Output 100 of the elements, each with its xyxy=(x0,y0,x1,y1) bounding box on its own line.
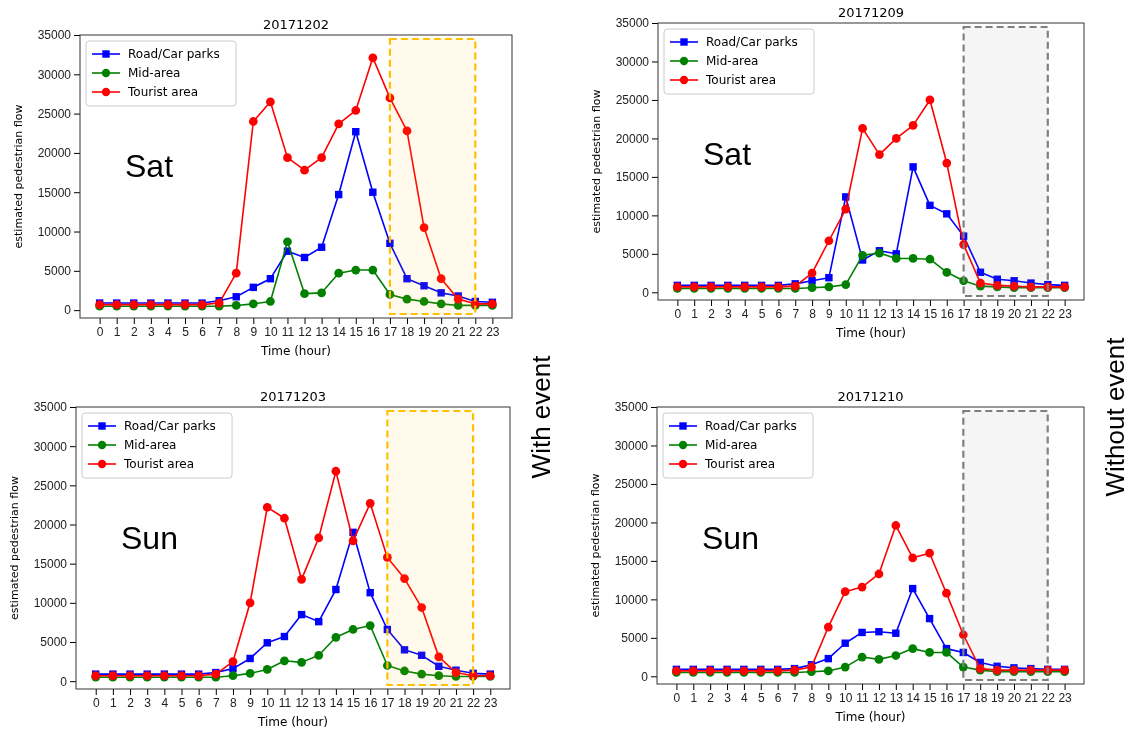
x-tick-label: 15 xyxy=(346,695,361,710)
point xyxy=(892,629,900,637)
x-tick-label: 22 xyxy=(1041,690,1056,705)
point xyxy=(385,290,395,299)
point xyxy=(245,598,255,608)
point xyxy=(841,204,851,214)
y-tick-label: 25000 xyxy=(614,477,649,492)
point xyxy=(942,648,951,657)
x-tick-label: 2 xyxy=(707,690,715,705)
x-tick-label: 16 xyxy=(940,690,954,705)
point xyxy=(351,265,361,275)
point xyxy=(262,502,272,512)
x-tick-label: 21 xyxy=(1024,690,1039,705)
x-tick-label: 20 xyxy=(1007,690,1022,705)
y-tick-label: 15000 xyxy=(37,185,72,200)
point xyxy=(382,661,392,670)
point xyxy=(300,165,309,175)
x-tick-label: 22 xyxy=(469,324,483,339)
legend-label: Mid-area xyxy=(705,438,758,452)
point xyxy=(943,210,951,218)
y-tick-label: 30000 xyxy=(614,438,649,453)
x-tick-label: 11 xyxy=(856,306,870,321)
point xyxy=(314,533,324,543)
point xyxy=(453,294,463,304)
point xyxy=(925,548,934,558)
point xyxy=(331,466,341,476)
point xyxy=(283,237,292,247)
point xyxy=(351,106,361,115)
point xyxy=(434,671,444,681)
x-tick-label: 16 xyxy=(940,306,955,321)
x-tick-label: 2 xyxy=(708,306,716,321)
point xyxy=(891,521,901,530)
point xyxy=(386,239,394,248)
x-tick-label: 22 xyxy=(466,695,481,710)
legend-label: Road/Car parks xyxy=(124,419,216,433)
chart-title: 20171210 xyxy=(837,389,904,404)
point xyxy=(382,553,392,562)
y-tick-label: 5000 xyxy=(44,264,72,279)
legend-label: Tourist area xyxy=(127,85,199,99)
x-tick-label: 14 xyxy=(906,306,921,321)
y-axis-title: estimated pedestrian flow xyxy=(8,476,21,620)
point xyxy=(823,622,833,632)
x-tick-label: 3 xyxy=(148,324,156,339)
point xyxy=(317,153,326,162)
point xyxy=(419,297,429,306)
point xyxy=(857,652,867,662)
y-tick-label: 10000 xyxy=(615,208,650,223)
point xyxy=(437,289,445,297)
point xyxy=(874,655,884,664)
point xyxy=(400,574,409,583)
x-tick-label: 13 xyxy=(312,695,327,710)
x-tick-label: 10 xyxy=(839,306,854,321)
point xyxy=(348,625,358,634)
point xyxy=(891,651,901,660)
x-tick-label: 1 xyxy=(690,690,698,705)
point xyxy=(875,150,884,159)
x-tick-label: 7 xyxy=(212,695,220,710)
x-tick-label: 0 xyxy=(674,306,682,321)
x-tick-label: 19 xyxy=(415,695,430,710)
x-tick-label: 19 xyxy=(990,690,1005,705)
chart-title: 20171209 xyxy=(837,5,905,20)
y-tick-label: 30000 xyxy=(37,67,72,82)
x-tick-label: 10 xyxy=(261,695,275,710)
x-tick-label: 20 xyxy=(1007,306,1022,321)
x-tick-label: 21 xyxy=(449,695,464,710)
point xyxy=(228,671,238,681)
point xyxy=(400,646,409,654)
y-tick-label: 0 xyxy=(641,669,649,684)
point xyxy=(365,498,375,508)
point xyxy=(824,236,834,246)
x-tick-label: 7 xyxy=(216,324,224,339)
x-tick-label: 17 xyxy=(957,690,971,705)
x-tick-label: 14 xyxy=(329,695,344,710)
x-tick-label: 11 xyxy=(281,324,295,339)
x-tick-label: 6 xyxy=(775,306,783,321)
y-tick-label: 35000 xyxy=(37,28,72,43)
y-tick-label: 5000 xyxy=(621,631,649,646)
x-tick-label: 12 xyxy=(872,690,887,705)
point xyxy=(434,652,444,662)
x-tick-label: 12 xyxy=(298,324,313,339)
x-tick-label: 5 xyxy=(757,690,765,705)
point xyxy=(436,299,446,309)
x-tick-label: 19 xyxy=(417,324,432,339)
point xyxy=(297,658,306,667)
point xyxy=(925,95,935,105)
x-tick-label: 7 xyxy=(791,690,799,705)
y-tick-label: 0 xyxy=(642,285,650,300)
point xyxy=(857,582,867,592)
point xyxy=(300,289,309,298)
x-tick-label: 7 xyxy=(792,306,800,321)
point xyxy=(824,282,834,292)
x-tick-label: 0 xyxy=(673,690,681,705)
x-tick-label: 9 xyxy=(250,324,258,339)
y-axis-title: estimated pedestrian flow xyxy=(12,104,25,249)
point xyxy=(925,254,935,264)
point xyxy=(823,666,833,676)
point xyxy=(958,662,968,672)
point xyxy=(366,588,374,597)
x-axis-title: Time (hour) xyxy=(256,715,329,729)
point xyxy=(368,265,378,275)
